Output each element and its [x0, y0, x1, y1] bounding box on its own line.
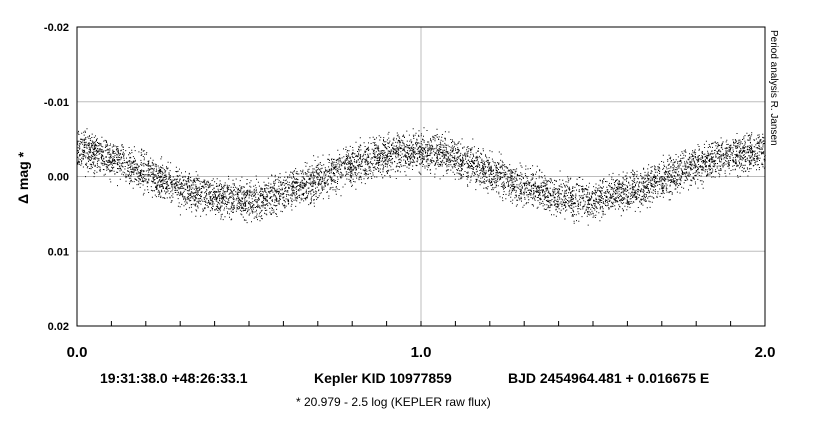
y-tick-label: 0.01: [48, 246, 69, 258]
footer-ephemeris: BJD 2454964.481 + 0.016675 E: [508, 370, 709, 386]
y-tick-label: -0.02: [44, 22, 69, 34]
footnote: * 20.979 - 2.5 log (KEPLER raw flux): [296, 395, 491, 409]
x-tick-labels: 0.0 1.0 2.0: [67, 344, 776, 361]
footer-object: Kepler KID 10977859: [314, 370, 452, 386]
y-tick-label: 0.02: [48, 321, 69, 333]
y-tick-labels: -0.02 -0.01 0.00 0.01 0.02: [44, 22, 69, 333]
side-credit: Period analysis R. Jansen: [768, 30, 779, 146]
minor-ticks: [76, 321, 766, 326]
x-tick-label: 0.0: [67, 344, 88, 361]
x-tick-label: 1.0: [411, 344, 432, 361]
data-points: [77, 127, 766, 226]
scatter-points: [77, 127, 766, 226]
y-tick-label: 0.00: [48, 172, 69, 184]
y-tick-label: -0.01: [44, 97, 69, 109]
y-axis-label: Δ mag *: [15, 151, 31, 204]
x-tick-label: 2.0: [755, 344, 776, 361]
footer-coords: 19:31:38.0 +48:26:33.1: [100, 370, 248, 386]
